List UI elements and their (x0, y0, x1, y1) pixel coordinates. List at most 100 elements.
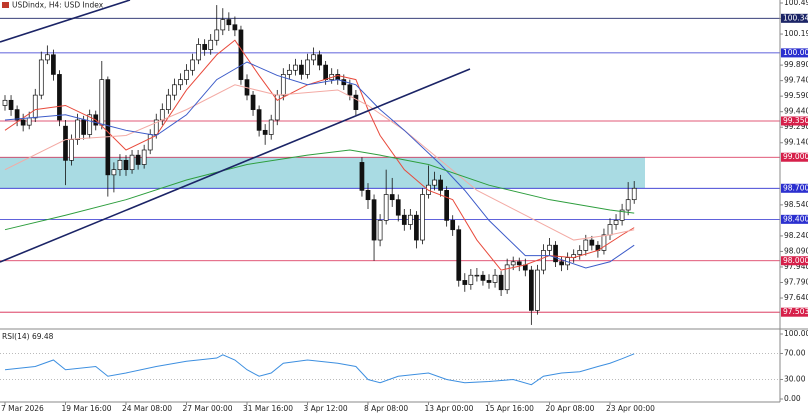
trend-line (0, 68, 471, 263)
candle-body (583, 239, 589, 251)
candle-body (262, 129, 268, 135)
candle-body (305, 59, 310, 75)
candle-body (589, 239, 595, 246)
level-label-box (781, 13, 808, 23)
candle-body (153, 119, 159, 135)
level-label-box (781, 214, 808, 224)
candle-body (625, 199, 631, 211)
candle-body (51, 54, 56, 75)
level-label-box (781, 256, 808, 266)
candle-body (220, 19, 226, 31)
candle-body (287, 69, 292, 75)
candle-body (492, 274, 498, 283)
candle-body (196, 44, 201, 61)
x-tick-label: 15 Apr 16:00 (485, 404, 534, 413)
candle-body (480, 274, 486, 281)
candle-body (559, 261, 564, 266)
level-label: 98.000 (783, 256, 808, 265)
x-tick-label: 7 Mar 2026 (1, 404, 44, 413)
x-tick-label: 27 Mar 00:00 (183, 404, 233, 413)
candle-body (117, 159, 123, 171)
candle-body (293, 64, 298, 71)
candle-body (214, 29, 220, 41)
candle-body (26, 117, 32, 126)
candle-body (299, 64, 304, 75)
y-tick-label: 99.590 (784, 91, 808, 100)
y-tick-label: 97.790 (784, 277, 808, 286)
indicator-line (4, 149, 635, 231)
indicator-line (4, 61, 635, 269)
level-label-box (781, 183, 808, 193)
y-tick-label: 99.440 (784, 107, 808, 116)
x-tick-label: 19 Mar 16:00 (62, 404, 112, 413)
candle-body (238, 29, 244, 80)
candle-body (69, 139, 74, 161)
y-tick-label: 100.490 (784, 0, 808, 7)
candle-body (607, 224, 613, 236)
candle-body (528, 269, 534, 311)
candle-body (135, 154, 141, 165)
candle-body (468, 274, 474, 285)
candle-body (317, 54, 322, 66)
candle-body (359, 162, 365, 191)
level-label-box (781, 152, 808, 162)
candle-body (280, 74, 286, 96)
candle-body (535, 269, 540, 311)
y-tick-label: 0.00 (784, 394, 801, 403)
candle-body (504, 264, 510, 291)
y-tick-label: 98.090 (784, 246, 808, 255)
x-tick-label: 3 Apr 12:00 (304, 404, 348, 413)
candle-body (631, 187, 637, 201)
candle-body (383, 194, 389, 221)
candle-body (232, 24, 238, 31)
candle-body (57, 74, 62, 121)
y-tick-label: 99.140 (784, 138, 808, 147)
candle-body (377, 220, 383, 241)
candle-body (323, 64, 328, 80)
x-tick-label: 23 Apr 00:00 (606, 404, 655, 413)
y-tick-label: 98.540 (784, 200, 808, 209)
candle-body (226, 19, 232, 26)
y-tick-label: 98.240 (784, 231, 808, 240)
y-tick-label: 70.00 (784, 349, 806, 358)
candle-body (14, 109, 20, 121)
candle-body (444, 190, 449, 221)
candle-body (63, 125, 68, 161)
candle-body (111, 169, 117, 176)
candle-body (432, 179, 437, 186)
candle-body (38, 59, 44, 96)
candle-body (184, 69, 189, 80)
x-tick-label: 31 Mar 16:00 (243, 404, 293, 413)
candle-body (408, 214, 413, 225)
x-tick-label: 20 Apr 08:00 (546, 404, 595, 413)
level-label: 99.000 (783, 152, 808, 161)
candle-body (147, 134, 153, 151)
candle-body (462, 280, 468, 285)
candle-body (141, 149, 147, 165)
y-tick-label: 30.00 (784, 375, 806, 384)
trend-line (0, 0, 131, 43)
candle-body (553, 244, 558, 263)
candle-body (438, 179, 443, 191)
candle-body (250, 94, 256, 110)
candle-body (510, 261, 516, 266)
chart-title: USDindx, H4: USD Index (12, 1, 104, 10)
candle-body (32, 94, 38, 119)
candle-body (129, 154, 135, 171)
level-label: 98.700 (783, 183, 808, 192)
candle-body (516, 261, 522, 266)
level-label: 97.503 (783, 307, 808, 316)
indicator-line (4, 353, 635, 386)
indicator-line (4, 84, 635, 241)
candle-body (474, 274, 480, 277)
indicator-line (4, 39, 635, 271)
candle-body (353, 94, 359, 110)
candle-body (178, 79, 183, 86)
candle-body (498, 274, 504, 291)
candle-body (20, 119, 26, 126)
candle-body (166, 94, 171, 110)
candle-body (613, 220, 619, 225)
